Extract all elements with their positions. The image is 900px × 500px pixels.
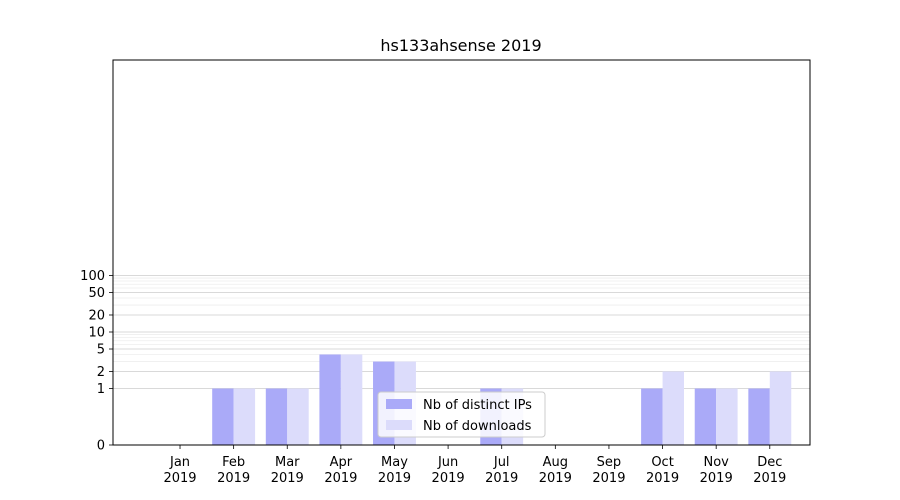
x-tick-label-month: Feb (222, 455, 245, 470)
x-tick-label-year: 2019 (432, 471, 465, 486)
bar-ips (748, 388, 770, 445)
legend-box (377, 391, 546, 438)
x-tick-label-year: 2019 (163, 471, 196, 486)
x-tick-label-year: 2019 (539, 471, 572, 486)
x-tick-label-year: 2019 (271, 471, 304, 486)
x-tick-label-year: 2019 (700, 471, 733, 486)
y-tick-label: 1 (97, 382, 105, 397)
x-tick-label-year: 2019 (753, 471, 786, 486)
x-tick-label-month: Sep (597, 455, 622, 470)
x-tick-label-month: Jan (169, 455, 190, 470)
legend: Nb of distinct IPs Nb of downloads (377, 391, 546, 438)
x-tick-label-year: 2019 (485, 471, 518, 486)
x-tick-label-month: Dec (757, 455, 782, 470)
plot-area (112, 59, 811, 446)
x-tick-label-year: 2019 (646, 471, 679, 486)
bar-ips (265, 388, 288, 445)
bar-downloads (233, 388, 256, 445)
y-tick-label: 10 (88, 326, 105, 341)
bar-downloads (662, 371, 685, 445)
grid (113, 275, 810, 446)
y-tick-label: 5 (97, 343, 105, 358)
bar-downloads (340, 354, 363, 445)
y-tick-label: 20 (88, 308, 105, 323)
y-tick-label: 50 (88, 286, 105, 301)
x-tick-label-year: 2019 (592, 471, 625, 486)
x-tick-label-month: Oct (651, 455, 673, 470)
y-tick-label: 2 (97, 365, 105, 380)
x-tick-label-month: Jun (437, 455, 458, 470)
x-tick-label-month: Aug (543, 455, 568, 470)
bar-ips (641, 388, 663, 445)
x-tick-label-year: 2019 (324, 471, 357, 486)
chart-title: hs133ahsense 2019 (380, 36, 541, 55)
y-axis: 0 1 2 5 10 20 50 100 (80, 269, 113, 454)
y-tick-label: 0 (97, 439, 105, 454)
x-tick-label-month: Mar (275, 455, 300, 470)
bar-downloads (716, 388, 738, 445)
legend-label-downloads: Nb of downloads (423, 419, 532, 434)
bar-ips (212, 388, 234, 445)
x-tick-label-month: Apr (330, 455, 353, 470)
legend-label-ips: Nb of distinct IPs (423, 398, 532, 413)
x-tick-label-month: Nov (703, 455, 729, 470)
legend-swatch-downloads (386, 420, 412, 430)
x-tick-label-year: 2019 (217, 471, 250, 486)
bar-ips (694, 388, 717, 445)
bar-ips (319, 354, 341, 445)
x-tick-label-month: May (381, 455, 408, 470)
x-tick-label-year: 2019 (378, 471, 411, 486)
x-tick-label-month: Jul (493, 455, 510, 470)
bar-downloads (769, 371, 792, 445)
x-axis: Jan2019Feb2019Mar2019Apr2019May2019Jun20… (163, 445, 786, 486)
bar-downloads (287, 388, 309, 445)
legend-swatch-ips (386, 399, 412, 409)
y-tick-label: 100 (80, 269, 105, 284)
